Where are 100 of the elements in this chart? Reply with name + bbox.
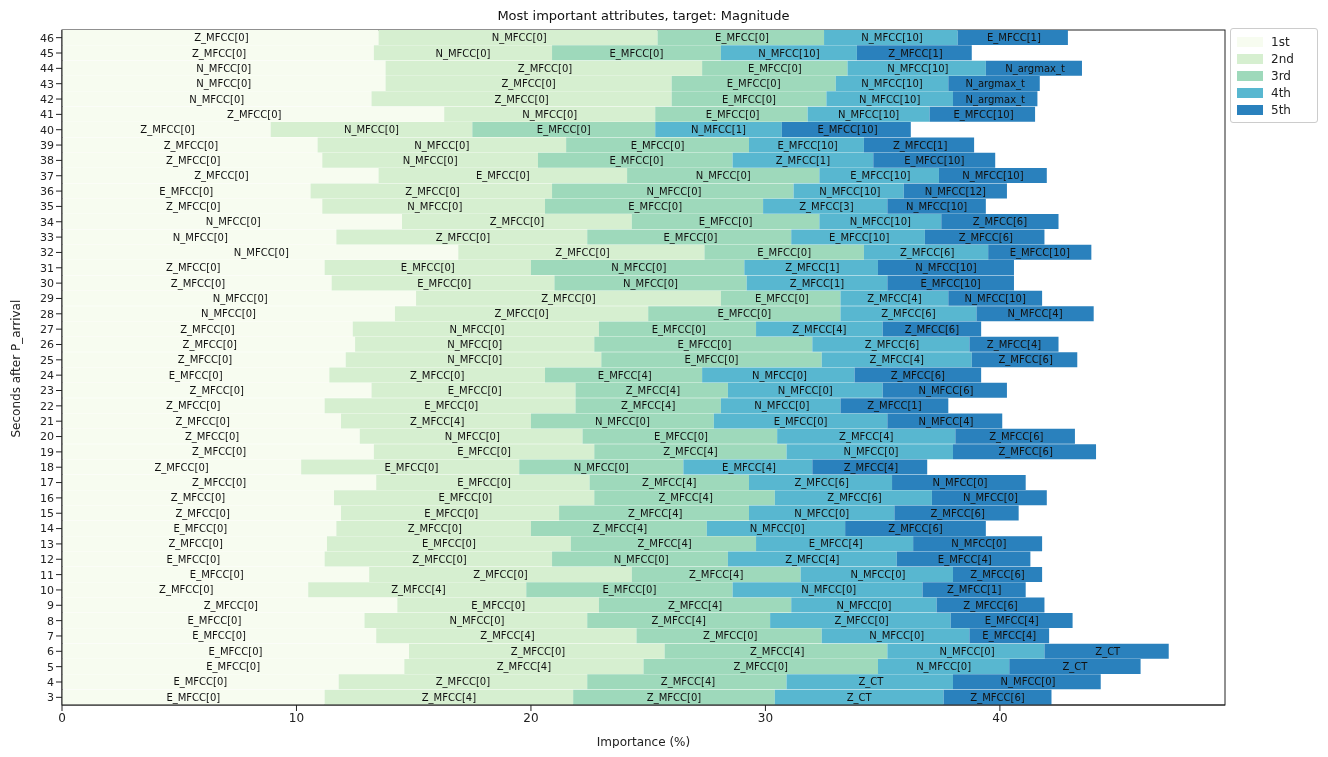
- annotation: N_MFCC[0]: [916, 661, 972, 674]
- annotation: E_MFCC[4]: [808, 538, 863, 551]
- annotation: N_MFCC[0]: [613, 553, 669, 566]
- annotation: Z_MFCC[0]: [510, 645, 566, 658]
- annotation: Z_MFCC[0]: [166, 262, 221, 275]
- annotation: Z_MFCC[0]: [435, 231, 491, 244]
- annotation: N_MFCC[10]: [964, 292, 1026, 305]
- annotation: N_MFCC[0]: [1000, 676, 1056, 689]
- y-tick-label: 32: [40, 246, 54, 260]
- annotation: Z_MFCC[0]: [182, 338, 237, 351]
- annotation: E_MFCC[0]: [475, 170, 530, 183]
- annotation: N_MFCC[0]: [794, 507, 850, 520]
- annotation: Z_MFCC[6]: [998, 354, 1053, 367]
- annotation: Z_MFCC[4]: [637, 538, 692, 551]
- annotation: E_MFCC[0]: [166, 691, 221, 704]
- annotation: N_MFCC[0]: [172, 231, 228, 244]
- y-tick-label: 25: [40, 353, 54, 367]
- annotation: E_MFCC[0]: [722, 93, 777, 106]
- y-tick-label: 43: [40, 77, 54, 91]
- annotation: Z_MFCC[6]: [900, 246, 955, 259]
- annotation: E_MFCC[0]: [609, 154, 664, 167]
- annotation: N_MFCC[0]: [594, 415, 650, 428]
- y-tick-label: 12: [40, 553, 54, 567]
- legend-label: 2nd: [1271, 51, 1294, 66]
- annotation: N_MFCC[10]: [849, 216, 912, 229]
- annotation: Z_MFCC[0]: [194, 32, 249, 45]
- annotation: E_MFCC[0]: [424, 507, 479, 520]
- annotation: Z_CT: [846, 691, 873, 704]
- annotation: Z_MFCC[0]: [412, 553, 467, 566]
- annotation: Z_CT: [858, 676, 885, 689]
- annotation: E_MFCC[0]: [424, 400, 479, 413]
- y-tick-label: 16: [40, 491, 54, 505]
- annotation: N_MFCC[0]: [695, 170, 751, 183]
- annotation: N_MFCC[0]: [449, 615, 505, 628]
- annotation: N_MFCC[10]: [859, 93, 921, 106]
- annotation: Z_MFCC[4]: [843, 461, 899, 474]
- y-tick-label: 42: [40, 92, 54, 106]
- annotation: N_MFCC[0]: [963, 492, 1019, 505]
- annotation: Z_MFCC[0]: [159, 584, 214, 597]
- annotation: Z_MFCC[0]: [733, 661, 789, 674]
- y-tick-label: 20: [40, 430, 54, 444]
- annotation: E_MFCC[0]: [663, 231, 718, 244]
- annotation: E_MFCC[10]: [920, 277, 981, 290]
- y-tick-label: 38: [40, 154, 54, 168]
- annotation: Z_MFCC[4]: [839, 431, 894, 444]
- annotation: N_MFCC[0]: [205, 216, 261, 229]
- legend-label: 5th: [1271, 102, 1291, 117]
- annotation: E_MFCC[0]: [438, 492, 493, 505]
- annotation: Z_MFCC[6]: [958, 231, 1014, 244]
- annotation: Z_MFCC[4]: [867, 292, 922, 305]
- annotation: N_MFCC[0]: [611, 262, 667, 275]
- annotation: N_MFCC[0]: [850, 569, 906, 582]
- annotation: E_MFCC[0]: [208, 645, 263, 658]
- annotation: N_MFCC[1]: [691, 124, 747, 137]
- annotation: Z_MFCC[6]: [794, 477, 849, 490]
- annotation: N_MFCC[0]: [491, 32, 547, 45]
- annotation: Z_MFCC[0]: [541, 292, 596, 305]
- annotation: Z_MFCC[0]: [191, 477, 247, 490]
- annotation: N_MFCC[4]: [918, 415, 974, 428]
- annotation: Z_MFCC[0]: [180, 323, 235, 336]
- annotation: E_MFCC[0]: [173, 676, 228, 689]
- x-tick-label: 30: [757, 710, 774, 725]
- annotation: N_MFCC[0]: [749, 523, 805, 536]
- y-tick-label: 18: [40, 461, 54, 475]
- annotation: Z_MFCC[0]: [194, 170, 249, 183]
- y-tick-label: 44: [40, 62, 54, 76]
- annotation: Z_MFCC[0]: [489, 216, 545, 229]
- y-tick-label: 13: [40, 537, 54, 551]
- annotation: N_MFCC[0]: [447, 338, 503, 351]
- annotation: N_MFCC[10]: [915, 262, 977, 275]
- annotation: N_MFCC[0]: [344, 124, 400, 137]
- y-tick-label: 36: [40, 184, 54, 198]
- annotation: N_MFCC[0]: [646, 185, 702, 198]
- annotation: Z_MFCC[6]: [970, 691, 1025, 704]
- annotation: Z_MFCC[4]: [651, 615, 706, 628]
- annotation: E_MFCC[0]: [166, 553, 221, 566]
- y-tick-label: 24: [40, 369, 54, 383]
- annotation: E_MFCC[0]: [705, 108, 760, 121]
- annotation: E_MFCC[10]: [829, 231, 890, 244]
- y-tick-label: 40: [40, 123, 54, 137]
- annotation: E_MFCC[0]: [628, 200, 683, 213]
- y-tick-label: 11: [40, 568, 54, 582]
- annotation: Z_MFCC[4]: [625, 385, 681, 398]
- annotation: E_MFCC[0]: [159, 185, 214, 198]
- annotation: Z_MFCC[4]: [869, 354, 925, 367]
- legend-label: 3rd: [1271, 68, 1291, 83]
- annotation: Z_MFCC[1]: [775, 154, 831, 167]
- annotation: Z_MFCC[6]: [970, 569, 1025, 582]
- annotation: E_MFCC[4]: [597, 369, 652, 382]
- annotation: Z_MFCC[6]: [972, 216, 1028, 229]
- annotation: Z_MFCC[0]: [163, 139, 219, 152]
- annotation: Z_CT: [1062, 661, 1089, 674]
- annotation: E_MFCC[0]: [536, 124, 591, 137]
- annotation: Z_MFCC[4]: [792, 323, 847, 336]
- annotation: Z_MFCC[6]: [890, 369, 946, 382]
- annotation: Z_MFCC[4]: [749, 645, 805, 658]
- annotation: E_MFCC[1]: [987, 32, 1041, 45]
- annotation: E_MFCC[0]: [417, 277, 472, 290]
- y-tick-label: 8: [47, 614, 54, 628]
- annotation: Z_MFCC[0]: [184, 431, 240, 444]
